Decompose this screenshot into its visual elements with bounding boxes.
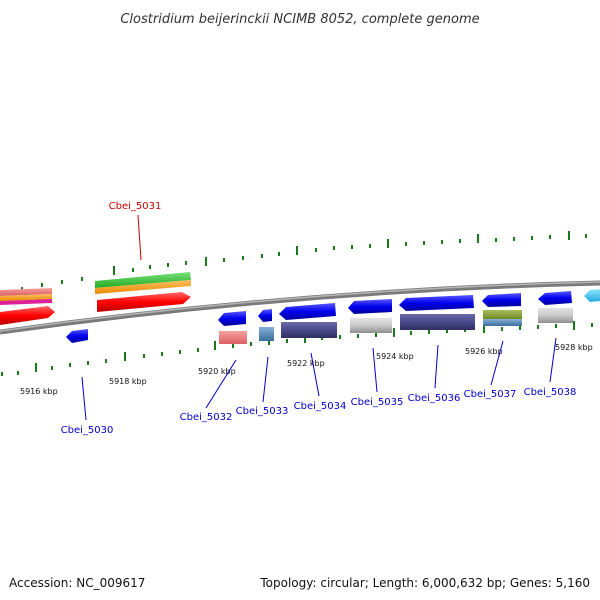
gene-cbei-5033-feature[interactable] xyxy=(258,309,274,341)
gene-label-cbei-5032[interactable]: Cbei_5032 xyxy=(180,412,233,423)
gene-label-cbei-5036[interactable]: Cbei_5036 xyxy=(408,393,461,404)
forward-features-left xyxy=(0,288,55,325)
scale-label: 5920 kbp xyxy=(198,367,236,376)
map-title: Clostridium beijerinckii NCIMB 8052, com… xyxy=(120,12,479,27)
gene-label-cbei-5037[interactable]: Cbei_5037 xyxy=(464,389,517,400)
scale-label: 5918 kbp xyxy=(109,377,147,386)
gene-label-cbei-5035[interactable]: Cbei_5035 xyxy=(351,397,404,408)
label-leaders xyxy=(81,214,557,421)
gene-label-cbei-5030[interactable]: Cbei_5030 xyxy=(61,425,114,436)
gene-cbei-5030-feature[interactable] xyxy=(66,329,88,343)
genome-summary-text: Topology: circular; Length: 6,000,632 bp… xyxy=(259,576,590,590)
gene-cbei-5031-feature[interactable] xyxy=(95,272,191,312)
genome-backbone xyxy=(0,280,600,335)
gene-label-cbei-5033[interactable]: Cbei_5033 xyxy=(236,406,289,417)
scale-label: 5926 kbp xyxy=(465,347,503,356)
gene-cbei-5032-feature[interactable] xyxy=(218,311,247,344)
scale-label: 5924 kbp xyxy=(376,352,414,361)
gene-cbei-5034-feature[interactable] xyxy=(279,303,337,338)
gene-cbei-5036-feature[interactable] xyxy=(399,295,475,330)
gene-cbei-5038-feature[interactable] xyxy=(538,291,573,323)
gene-cyan-feature xyxy=(584,289,600,302)
outer-ticks xyxy=(1,231,587,294)
gene-label-cbei-5031[interactable]: Cbei_5031 xyxy=(109,201,162,212)
scale-label: 5928 kbp xyxy=(555,343,593,352)
gene-label-cbei-5038[interactable]: Cbei_5038 xyxy=(524,387,577,398)
gene-label-cbei-5034[interactable]: Cbei_5034 xyxy=(294,401,347,412)
accession-text: Accession: NC_009617 xyxy=(9,576,145,590)
scale-label: 5916 kbp xyxy=(20,387,58,396)
scale-label: 5922 kbp xyxy=(287,359,325,368)
gene-cbei-5035-feature[interactable] xyxy=(348,299,392,333)
gene-cbei-5037-feature[interactable] xyxy=(482,293,522,326)
